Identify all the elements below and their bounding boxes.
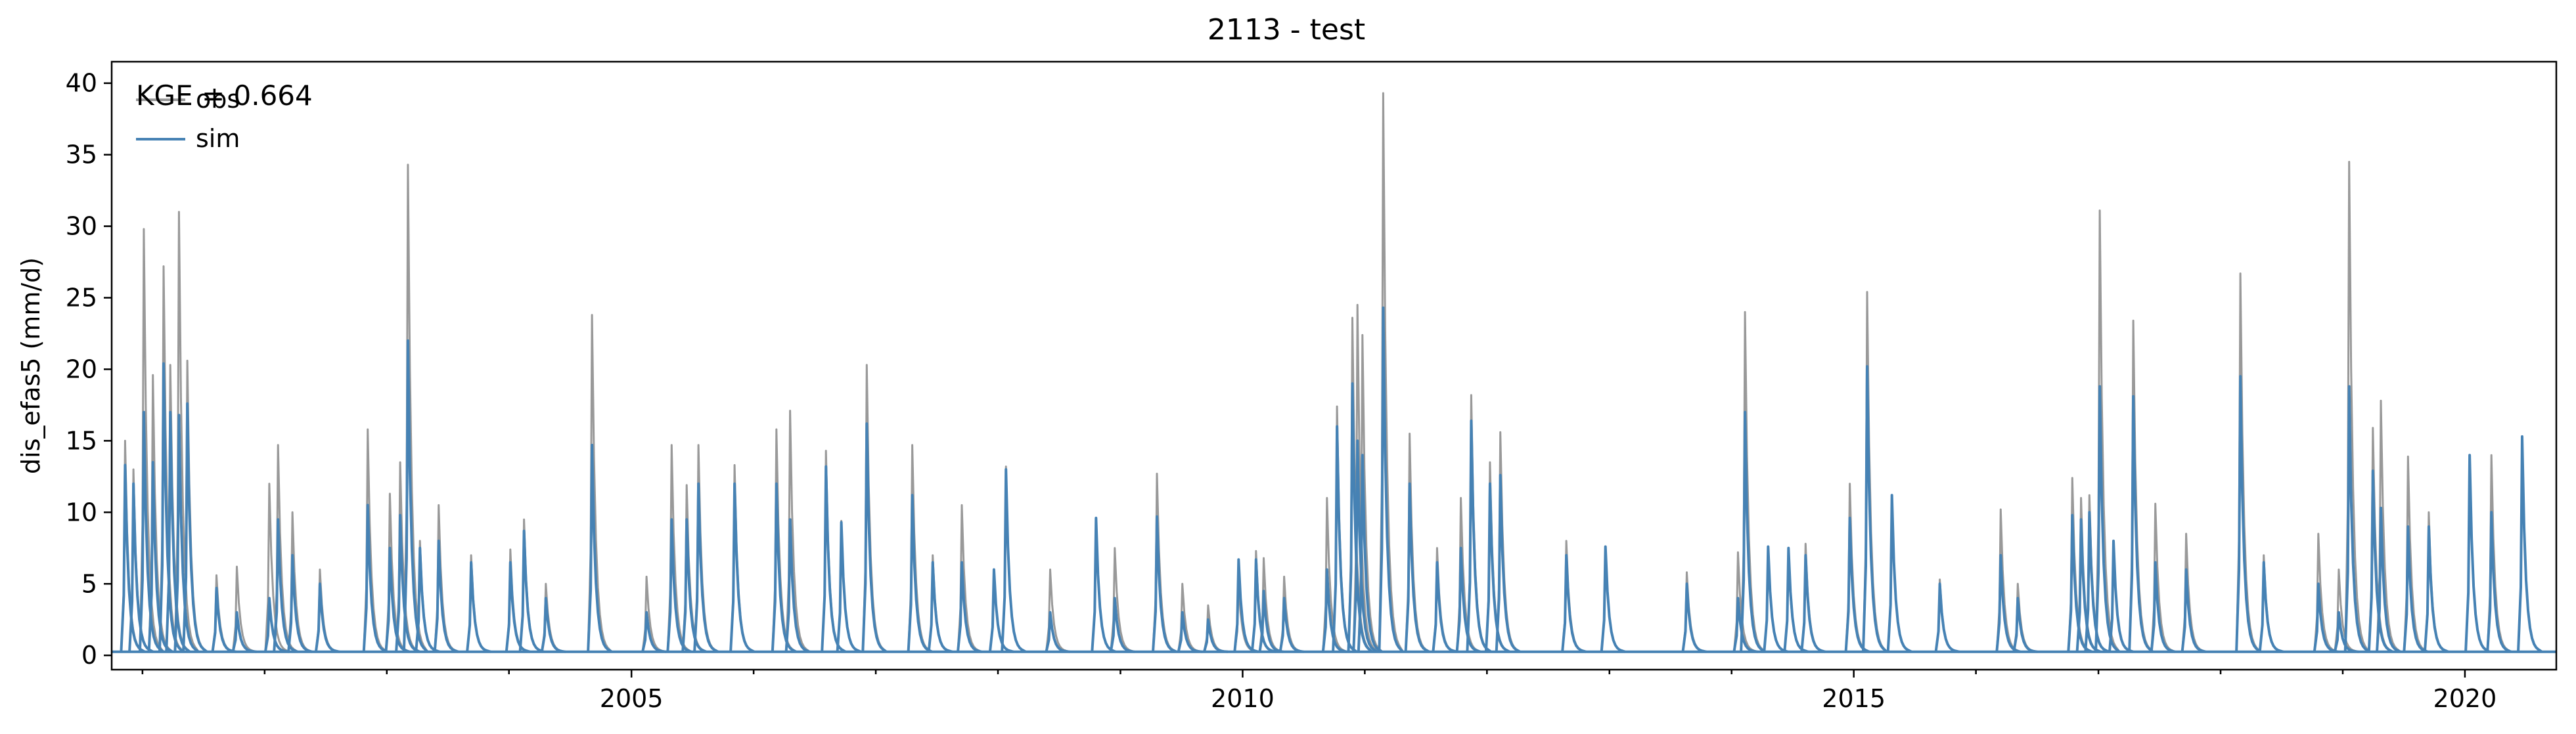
sim-peak [362, 504, 388, 653]
sim-peak [1352, 439, 1378, 653]
y-tick-label: 5 [81, 569, 97, 598]
sim-peak [1495, 473, 1521, 653]
legend-obs-label: obs [196, 85, 240, 114]
y-tick-label: 25 [66, 284, 97, 313]
sim-peak [907, 494, 933, 653]
sim-peak [158, 362, 185, 653]
sim-peak [771, 482, 797, 653]
sim-peak [861, 422, 888, 653]
plot-area [112, 92, 2556, 653]
y-tick-label: 10 [66, 498, 97, 527]
sim-peak [1862, 365, 1888, 653]
sim-peak [1378, 306, 1404, 653]
obs-peak [1378, 92, 1404, 653]
sim-peak [2258, 561, 2284, 653]
sim-peak [402, 339, 429, 653]
x-tick-label: 2015 [1822, 684, 1886, 713]
y-tick-label: 40 [66, 69, 97, 98]
obs-peak [2376, 399, 2401, 653]
sim-peak [1934, 582, 1960, 653]
sim-peak [2403, 525, 2429, 653]
sim-peak [836, 521, 862, 653]
sim-peak [1763, 545, 1788, 653]
sim-peak [1681, 582, 1707, 653]
sim-peak [693, 482, 719, 653]
obs-peak [2344, 161, 2370, 653]
sim-peak [505, 561, 531, 653]
sim-peak [2150, 561, 2176, 653]
sim-peak [1432, 561, 1457, 653]
x-tick-label: 2005 [600, 684, 664, 713]
sim-peak [518, 529, 545, 653]
sim-peak [587, 443, 613, 653]
kge-annotation: KGE = 0.664 [136, 79, 313, 112]
sim-peak [1357, 454, 1383, 653]
sim-peak [821, 465, 847, 653]
y-tick-label: 15 [66, 426, 97, 455]
sim-peak [2464, 454, 2491, 653]
legend-sim-label: sim [196, 124, 240, 153]
obs-peak [403, 163, 429, 653]
sim-peak [1001, 468, 1027, 653]
sim-peak [2486, 511, 2512, 653]
sim-peak [2128, 395, 2154, 653]
sim-peak [2108, 539, 2134, 653]
sim-peak [395, 513, 420, 653]
x-tick-label: 2020 [2433, 684, 2497, 713]
sim-peak [287, 553, 313, 653]
y-tick-label: 35 [66, 140, 97, 169]
sim-peak [1404, 482, 1430, 653]
sim-peak [2343, 385, 2370, 653]
sim-peak [1740, 410, 1766, 653]
y-axis: 0 5 10 15 20 25 30 35 40 [66, 69, 112, 670]
sim-peak [1886, 494, 1912, 653]
sim-peak [1332, 425, 1358, 653]
obs-peak [1352, 303, 1378, 653]
sim-peak [2423, 525, 2449, 653]
sim-peak [2181, 568, 2207, 653]
sim-peak [927, 561, 953, 653]
sim-peak [466, 561, 491, 653]
y-axis-label: dis_efas5 (mm/d) [16, 257, 45, 474]
sim-peak [2313, 582, 2339, 653]
sim-peak [314, 582, 340, 653]
sim-peak [2517, 435, 2543, 653]
obs-peak [785, 410, 811, 653]
sim-series [112, 306, 2556, 653]
sim-peak [2376, 506, 2401, 653]
sim-peak [433, 539, 459, 653]
sim-peak [2235, 375, 2261, 653]
obs-peak [587, 314, 613, 653]
y-tick-label: 0 [81, 641, 97, 670]
sim-peak [729, 482, 756, 653]
sim-peak [681, 518, 707, 653]
sim-peak [957, 561, 982, 653]
sim-peak [1600, 545, 1626, 653]
sim-peak [273, 518, 298, 653]
sim-peak [1800, 553, 1826, 653]
legend: obs sim [136, 85, 240, 153]
y-tick-label: 20 [66, 355, 97, 383]
sim-peak [1152, 515, 1177, 653]
sim-peak [182, 402, 208, 653]
x-axis: 2005 2010 2015 2020 [141, 670, 2497, 713]
obs-peak [2094, 209, 2121, 653]
sim-peak [666, 518, 692, 653]
sim-peak [784, 518, 811, 653]
y-tick-label: 30 [66, 212, 97, 241]
x-tick-label: 2010 [1211, 684, 1275, 713]
axes-frame [110, 60, 2558, 671]
obs-peak [1357, 334, 1383, 653]
sim-peak [2094, 385, 2121, 653]
chart-title: 2113 - test [1208, 13, 1365, 47]
sim-peak [988, 568, 1014, 653]
sim-peak [1561, 553, 1587, 653]
